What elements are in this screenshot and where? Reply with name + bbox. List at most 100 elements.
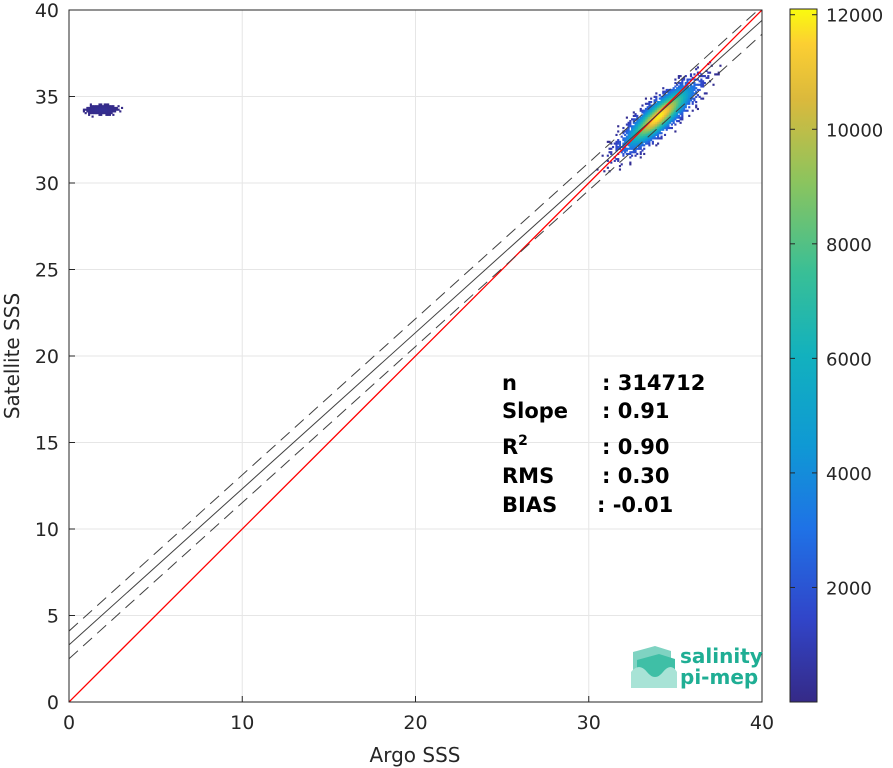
density-cell xyxy=(663,126,667,130)
density-cell xyxy=(677,111,680,114)
density-cell xyxy=(641,139,644,142)
density-cell xyxy=(662,104,665,107)
density-cell xyxy=(691,85,694,88)
density-cell xyxy=(644,121,648,124)
density-cell xyxy=(657,116,660,119)
density-cell xyxy=(631,137,634,140)
density-cell xyxy=(643,113,646,116)
density-cell xyxy=(639,121,642,124)
density-cell xyxy=(681,92,684,95)
density-cell xyxy=(96,108,99,111)
density-cell xyxy=(624,151,627,154)
density-cell xyxy=(672,92,675,95)
density-cell xyxy=(683,104,686,107)
density-cell xyxy=(662,114,665,117)
y-tick-label: 30 xyxy=(35,173,59,195)
axis-ticks: 0 10 20 30 40 0 5 10 15 20 25 30 35 40 xyxy=(35,0,774,734)
density-cell xyxy=(686,92,689,95)
density-cell xyxy=(676,99,679,102)
density-cell xyxy=(637,139,641,142)
density-cell xyxy=(669,114,672,117)
density-cell xyxy=(632,128,635,131)
density-cell xyxy=(646,109,649,112)
density-cell xyxy=(684,106,687,109)
density-cell xyxy=(624,133,627,136)
density-cell xyxy=(641,132,644,135)
density-cell xyxy=(648,116,651,119)
density-cell xyxy=(627,123,630,126)
density-cell xyxy=(632,151,635,154)
density-cell xyxy=(629,142,632,145)
density-cell xyxy=(644,140,648,143)
x-tick-label: 30 xyxy=(577,712,601,734)
y-tick-label: 35 xyxy=(35,87,59,109)
density-cell xyxy=(653,126,656,130)
density-cell xyxy=(655,95,658,98)
density-cell xyxy=(618,140,622,143)
density-cell xyxy=(648,123,651,126)
density-cell xyxy=(698,95,701,98)
density-cell xyxy=(634,154,637,157)
density-cell xyxy=(658,118,661,121)
density-cell xyxy=(650,118,653,121)
line-regression-upper xyxy=(69,10,759,632)
density-cell xyxy=(658,94,661,97)
density-cell xyxy=(665,95,668,98)
density-cell xyxy=(632,133,635,136)
density-cell xyxy=(634,140,637,143)
stat-label: BIAS xyxy=(502,493,557,517)
density-cell xyxy=(669,121,672,124)
density-cell xyxy=(670,114,673,117)
density-cell xyxy=(627,140,630,143)
density-cell xyxy=(644,116,648,119)
density-cell xyxy=(648,125,651,128)
density-cell xyxy=(93,108,96,111)
density-cell xyxy=(686,95,689,98)
density-cell xyxy=(696,107,699,111)
density-cell xyxy=(662,109,665,112)
density-cell xyxy=(663,133,667,136)
density-cell xyxy=(646,132,649,135)
density-cell xyxy=(629,163,632,166)
density-cell xyxy=(670,116,673,119)
density-cell xyxy=(93,112,96,115)
density-cell xyxy=(631,142,634,145)
density-cell xyxy=(655,144,658,147)
density-cell xyxy=(629,133,632,136)
density-cell xyxy=(655,126,658,130)
density-cell xyxy=(637,125,641,128)
density-cell xyxy=(693,83,696,86)
density-cell xyxy=(665,88,668,92)
density-cell xyxy=(658,109,661,112)
density-cell xyxy=(658,114,661,117)
density-cell xyxy=(103,106,106,110)
density-cell xyxy=(648,101,651,104)
density-cell xyxy=(669,126,672,130)
density-cell xyxy=(108,108,111,111)
density-cell xyxy=(670,94,673,97)
density-cell xyxy=(627,137,630,140)
density-cell xyxy=(677,97,680,100)
density-cell xyxy=(107,110,110,113)
density-cell xyxy=(681,102,684,105)
density-cell xyxy=(627,125,630,128)
density-cell xyxy=(681,95,684,98)
density-cell xyxy=(89,108,92,111)
stat-label: n xyxy=(502,371,517,395)
density-cell xyxy=(696,71,699,74)
density-cell xyxy=(691,109,694,112)
density-cell xyxy=(679,113,682,116)
density-cell xyxy=(702,75,705,78)
density-cell xyxy=(643,120,646,123)
density-cell xyxy=(662,118,665,121)
density-cell xyxy=(691,102,694,105)
density-cell xyxy=(648,113,651,116)
density-cell xyxy=(655,120,658,123)
density-cell xyxy=(634,128,637,131)
density-cell xyxy=(100,110,103,113)
density-cell xyxy=(641,116,644,119)
density-cell xyxy=(636,125,639,128)
density-cell xyxy=(108,110,111,113)
density-cell xyxy=(681,87,684,90)
density-cell xyxy=(613,159,616,162)
